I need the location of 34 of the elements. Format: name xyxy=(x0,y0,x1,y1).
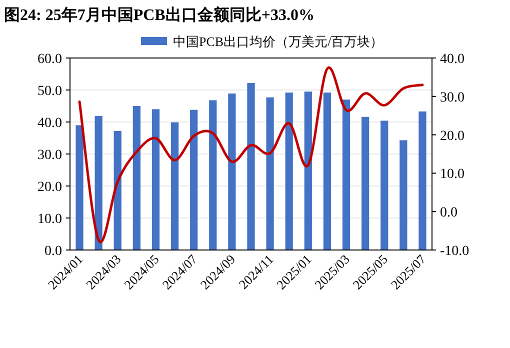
y-tick-label: 30.0 xyxy=(38,148,62,163)
y-tick-label: 40.0 xyxy=(38,116,62,131)
y2-tick-label: 40.0 xyxy=(440,52,464,67)
bar xyxy=(266,97,274,250)
bar xyxy=(76,125,84,250)
y2-tick-label: -10.0 xyxy=(440,244,470,259)
bar xyxy=(114,130,122,250)
y-tick-label: 60.0 xyxy=(38,52,62,67)
y2-tick-label: 30.0 xyxy=(440,90,464,106)
y-tick-label: 10.0 xyxy=(38,212,62,227)
y-tick-label: 50.0 xyxy=(38,84,62,99)
bar xyxy=(228,94,236,250)
bar xyxy=(285,92,293,250)
bar xyxy=(362,116,370,250)
y-tick-label: 0.0 xyxy=(44,244,62,259)
bar xyxy=(418,111,426,250)
y-tick-label: 20.0 xyxy=(38,180,62,195)
bar xyxy=(94,116,102,250)
bar xyxy=(152,109,160,250)
bar xyxy=(170,122,179,250)
bar xyxy=(209,100,217,250)
y2-tick-label: 20.0 xyxy=(440,128,464,144)
bar xyxy=(323,92,332,250)
bar xyxy=(190,110,198,250)
bar xyxy=(400,140,408,250)
legend-label: 中国PCB出口均价（万美元/百万块） xyxy=(173,34,384,49)
bar xyxy=(304,92,312,250)
y2-tick-label: 0.0 xyxy=(440,206,458,221)
y2-tick-label: 10.0 xyxy=(440,167,464,182)
bar xyxy=(132,106,140,250)
bar xyxy=(247,82,255,250)
bar xyxy=(342,100,350,250)
bar xyxy=(380,120,388,250)
chart-title: 图24: 25年7月中国PCB出口金额同比+33.0% xyxy=(4,6,314,24)
